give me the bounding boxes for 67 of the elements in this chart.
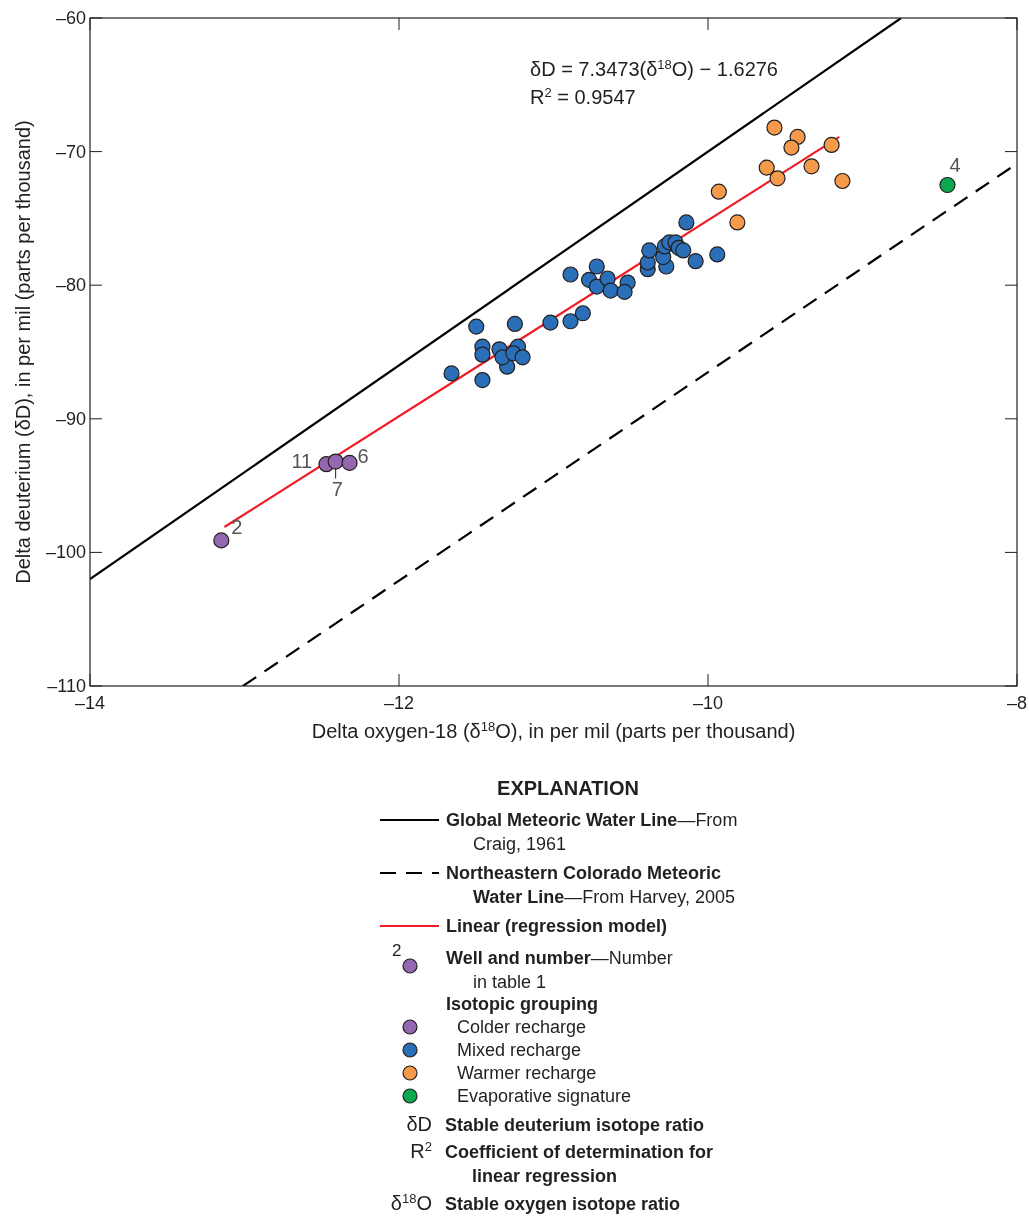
text: δ$^{18}$O (390, 1190, 432, 1214)
x-tick-label: –14 (74, 693, 106, 713)
y-tick-label: –90 (55, 408, 86, 429)
text: δD (406, 1113, 432, 1135)
point (766, 119, 783, 136)
point (562, 266, 579, 283)
annotation: 11 (291, 450, 313, 473)
text: R$^{2}$ (410, 1138, 432, 1162)
legend-label: Colder recharge (457, 1017, 587, 1037)
point (562, 313, 579, 330)
legend-label: Evaporative signature (457, 1086, 632, 1106)
text: Global Meteoric Water Line—From Craig, 1961 (446, 810, 738, 854)
point (514, 349, 531, 366)
legend-title: EXPLANATION (497, 777, 639, 799)
annotation: 2 (231, 516, 243, 539)
x-axis-title: Delta oxygen-18 (δ$^{18}$O), in per mil (parts per thousand) (311, 718, 796, 742)
y-tick-label: –100 (45, 542, 86, 563)
annotation: 7 (331, 477, 343, 500)
x-tick-label: –12 (383, 693, 415, 713)
point (341, 454, 358, 471)
point (443, 365, 460, 382)
annotation: R$^{2}$ = 0.9547 (530, 84, 636, 108)
point (710, 183, 727, 200)
text: Stable oxygen isotope ratio (445, 1194, 681, 1214)
y-tick-label: –70 (55, 141, 86, 162)
point (588, 258, 605, 275)
point (641, 242, 658, 259)
text: Isotopic grouping (446, 994, 598, 1014)
annotation: 4 (949, 154, 961, 176)
y-tick-label: –80 (55, 275, 86, 296)
point (574, 305, 591, 322)
legend-label: Northeastern Colorado Meteoric Water Line—From Harvey, 2005 (446, 863, 736, 907)
y-tick-label: –60 (55, 8, 86, 28)
point (616, 283, 633, 300)
point (803, 158, 820, 175)
point (213, 532, 230, 549)
point (783, 139, 800, 156)
point (602, 282, 619, 299)
text: Coefficient of determination for linear regression (445, 1142, 714, 1186)
legend-label: Warmer recharge (457, 1063, 597, 1083)
point (675, 242, 692, 259)
text: 2 (392, 941, 402, 960)
text: Well and number—Number in table 1 (446, 948, 673, 992)
annotation: 6 (357, 444, 369, 467)
annotation: δD = 7.3473(δ$^{18}$O) − 1.6276 (530, 56, 778, 80)
text: Stable deuterium isotope ratio (445, 1115, 705, 1135)
legend-label: Linear (regression model) (446, 916, 668, 936)
point (758, 159, 775, 176)
point (678, 214, 695, 231)
point (939, 176, 956, 194)
y-tick-label: –110 (47, 676, 86, 696)
point (542, 314, 559, 331)
point (474, 346, 491, 363)
point (709, 246, 726, 263)
legend-label: Mixed recharge (457, 1040, 582, 1060)
point (327, 453, 344, 470)
x-tick-label: –10 (692, 693, 724, 713)
point (769, 170, 786, 187)
point (506, 315, 523, 333)
point (474, 371, 491, 389)
point (729, 214, 746, 231)
point (468, 318, 485, 335)
point (823, 136, 840, 154)
point (834, 172, 851, 190)
y-axis-title: Delta deuterium (δD), in per mil (parts per thousand) (12, 120, 34, 584)
x-tick-label: –8 (1006, 693, 1028, 713)
point (687, 253, 704, 270)
